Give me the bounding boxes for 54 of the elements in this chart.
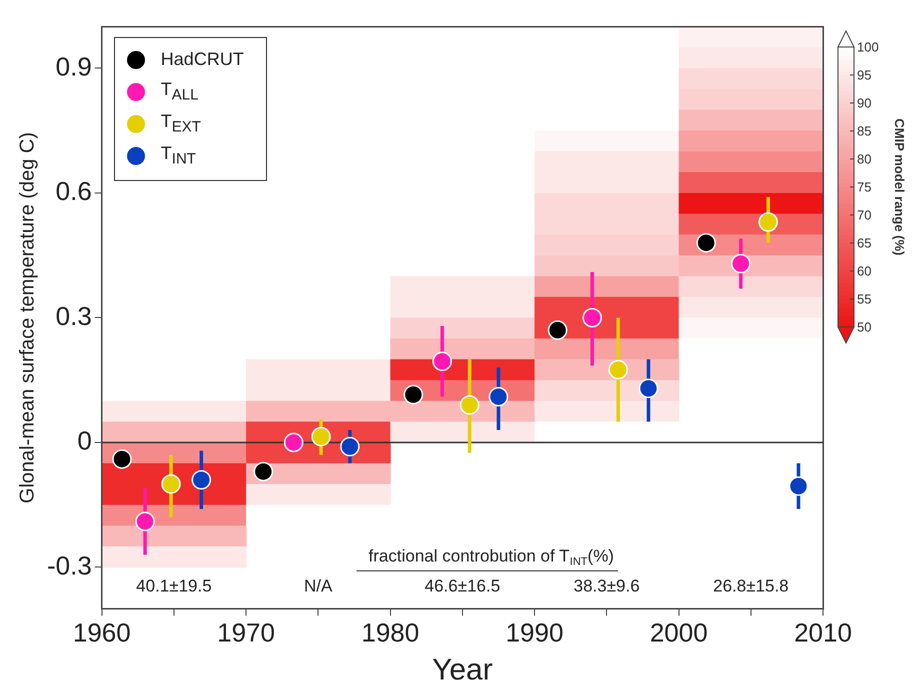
legend-label: T$_{ALL}$ bbox=[160, 79, 198, 104]
point bbox=[432, 352, 452, 372]
color-bar-label: 80 bbox=[857, 151, 872, 166]
point bbox=[161, 474, 181, 494]
x-tick-label: 2000 bbox=[650, 618, 708, 648]
x-tick-label: 2010 bbox=[794, 618, 852, 648]
point bbox=[254, 462, 274, 482]
color-bar-label: 55 bbox=[857, 291, 872, 306]
annotation: 46.6±16.5 bbox=[424, 576, 500, 596]
color-bar-title: CMIP model range (%) bbox=[892, 118, 907, 256]
legend-label: HadCRUT bbox=[160, 49, 244, 70]
color-bar-label: 75 bbox=[857, 179, 872, 194]
point bbox=[582, 308, 602, 328]
point bbox=[488, 386, 508, 406]
annotation: 38.3±9.6 bbox=[574, 576, 640, 596]
point bbox=[404, 384, 424, 404]
point bbox=[112, 449, 132, 469]
point bbox=[460, 395, 480, 415]
point bbox=[340, 436, 360, 456]
y-tick-label: 0 bbox=[77, 426, 92, 456]
point bbox=[311, 426, 331, 446]
point bbox=[696, 233, 716, 253]
x-tick-label: 1980 bbox=[361, 618, 420, 648]
point bbox=[731, 254, 751, 274]
x-tick-label: 1970 bbox=[217, 618, 275, 648]
x-axis-title: Year bbox=[432, 653, 493, 686]
color-bar-label: 90 bbox=[857, 95, 872, 110]
point bbox=[548, 320, 568, 340]
y-tick-label: 0.6 bbox=[56, 176, 92, 206]
color-bar-label: 85 bbox=[857, 123, 872, 138]
annotation: 40.1±19.5 bbox=[136, 576, 212, 596]
point bbox=[758, 212, 778, 232]
point bbox=[638, 378, 658, 398]
annotation: 26.8±15.8 bbox=[713, 576, 789, 596]
point bbox=[135, 512, 155, 532]
x-tick-label: 1990 bbox=[506, 618, 564, 648]
color-bar-label: 60 bbox=[857, 263, 872, 278]
color-bar-label: 100 bbox=[857, 39, 879, 54]
y-tick-label: -0.3 bbox=[46, 550, 92, 580]
y-axis-title: Glonal-mean surface temperature (deg C) bbox=[16, 132, 39, 504]
point bbox=[284, 432, 304, 452]
color-bar-label: 70 bbox=[857, 207, 872, 222]
point bbox=[608, 360, 628, 380]
color-bar-label: 65 bbox=[857, 235, 872, 250]
point bbox=[192, 470, 212, 490]
point bbox=[788, 476, 808, 496]
annotation: N/A bbox=[304, 576, 333, 596]
legend-label: T$_{INT}$ bbox=[160, 143, 196, 168]
color-bar-label: 95 bbox=[857, 67, 872, 82]
y-tick-label: 0.3 bbox=[56, 300, 92, 331]
x-tick-label: 1960 bbox=[72, 618, 131, 648]
color-bar-label: 50 bbox=[857, 319, 872, 334]
legend-label: T$_{EXT}$ bbox=[160, 111, 201, 136]
y-tick-label: 0.9 bbox=[56, 51, 92, 82]
